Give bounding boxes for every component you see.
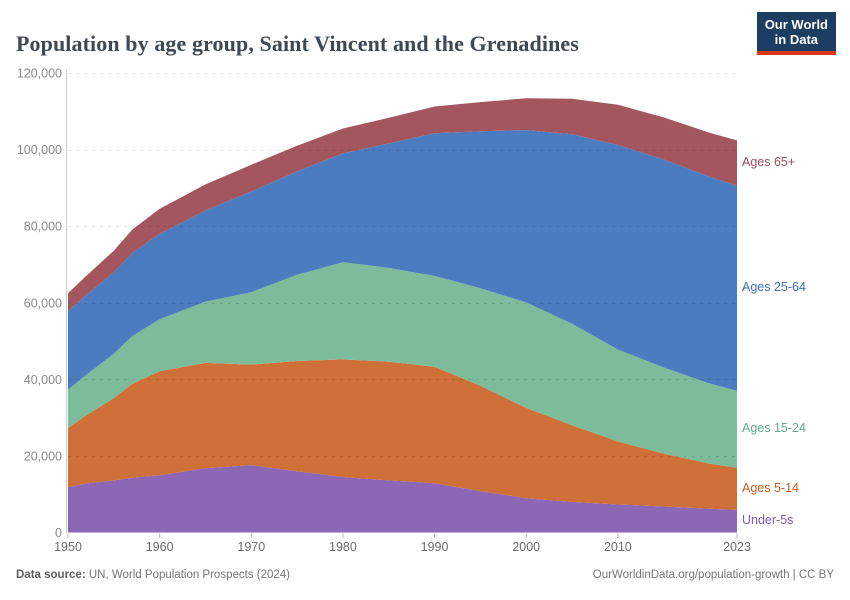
page-title: Population by age group, Saint Vincent a… [16, 30, 579, 56]
svg-text:1980: 1980 [329, 540, 357, 554]
svg-text:1990: 1990 [421, 540, 449, 554]
svg-text:20,000: 20,000 [24, 449, 62, 463]
legend-label-ages-65plus[interactable]: Ages 65+ [742, 154, 796, 169]
data-source-note: Data source: UN, World Population Prospe… [16, 569, 290, 581]
legend-label-ages-25-64[interactable]: Ages 25-64 [742, 280, 806, 295]
footer: Data source: UN, World Population Prospe… [16, 569, 834, 581]
svg-text:0: 0 [55, 526, 62, 540]
svg-text:100,000: 100,000 [17, 143, 62, 157]
owid-logo-line2: in Data [774, 32, 819, 48]
svg-text:120,000: 120,000 [17, 67, 62, 81]
legend-label-ages-5-14[interactable]: Ages 5-14 [742, 480, 799, 495]
svg-text:2000: 2000 [512, 540, 540, 554]
data-source-text: UN, World Population Prospects (2024) [85, 569, 290, 581]
svg-text:80,000: 80,000 [24, 220, 62, 234]
owid-logo[interactable]: Our World in Data [756, 12, 836, 55]
legend-label-under-5s[interactable]: Under-5s [742, 513, 794, 528]
owid-logo-line1: Our World [764, 17, 828, 32]
svg-text:2010: 2010 [604, 540, 632, 554]
svg-text:60,000: 60,000 [24, 296, 62, 310]
svg-text:1960: 1960 [146, 540, 174, 554]
svg-text:1950: 1950 [54, 540, 82, 554]
svg-text:2023: 2023 [723, 540, 751, 554]
legend-label-ages-15-24[interactable]: Ages 15-24 [742, 421, 806, 436]
data-source-label: Data source: [16, 569, 86, 581]
credit-link[interactable]: OurWorldinData.org/population-growth | C… [592, 569, 834, 581]
svg-text:40,000: 40,000 [24, 373, 62, 387]
svg-text:1970: 1970 [237, 540, 265, 554]
